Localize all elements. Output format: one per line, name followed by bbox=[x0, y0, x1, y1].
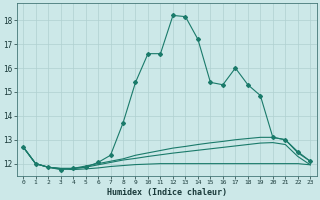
X-axis label: Humidex (Indice chaleur): Humidex (Indice chaleur) bbox=[107, 188, 227, 197]
